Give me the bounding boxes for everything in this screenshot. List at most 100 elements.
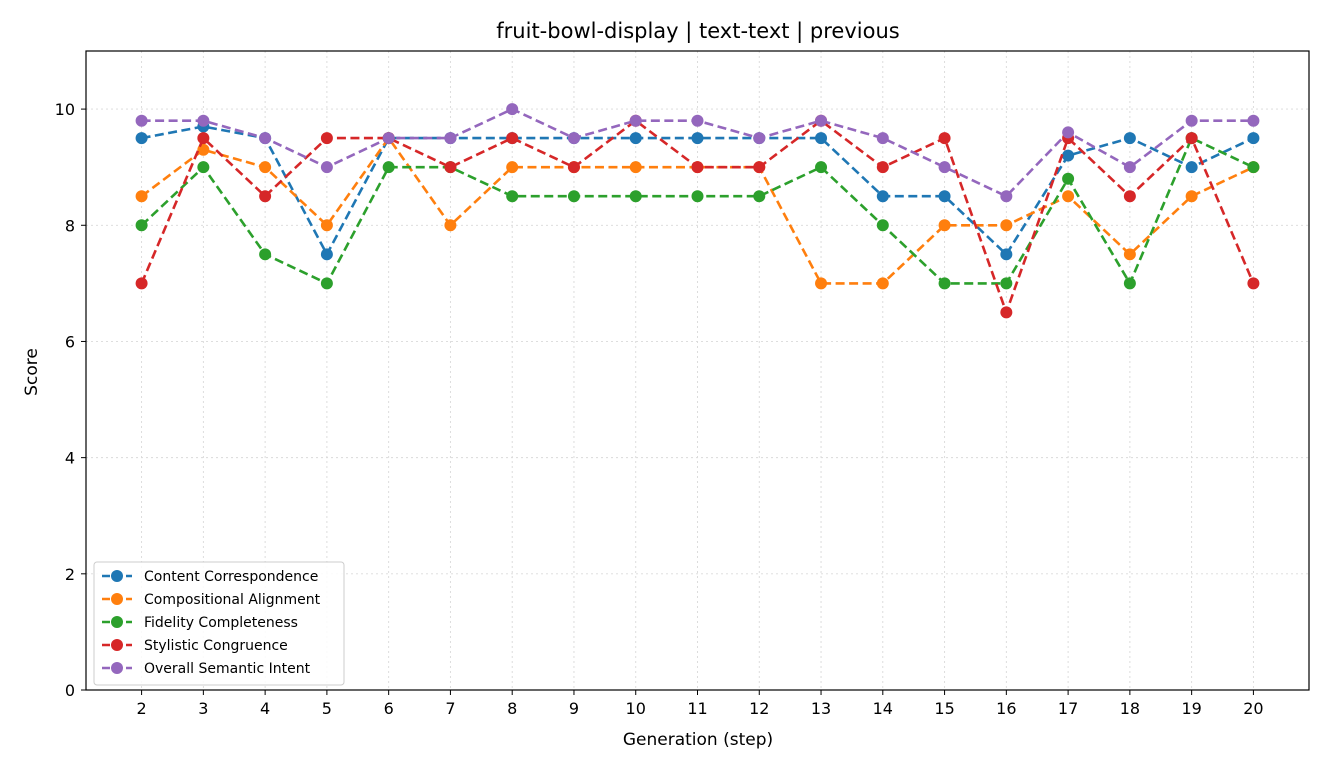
data-point: [815, 161, 828, 174]
x-tick-label: 2: [136, 699, 146, 718]
legend-item: Stylistic Congruence: [102, 638, 288, 654]
data-point: [506, 103, 519, 116]
data-point: [197, 114, 210, 127]
x-tick-label: 20: [1243, 699, 1263, 718]
data-point: [135, 114, 148, 127]
x-tick-label: 11: [687, 699, 707, 718]
data-point: [506, 161, 519, 174]
data-point: [691, 132, 704, 145]
data-point: [506, 190, 519, 203]
data-point: [876, 277, 889, 290]
data-point: [815, 114, 828, 127]
data-point: [135, 190, 148, 203]
legend: Content Correspondence Compositional Alig…: [93, 561, 345, 686]
y-tick-label: 8: [65, 216, 75, 235]
data-point: [1123, 190, 1136, 203]
x-tick-label: 4: [260, 699, 270, 718]
legend-item: Fidelity Completeness: [102, 615, 298, 631]
series-4: [135, 103, 1260, 203]
legend-marker: [111, 570, 123, 582]
data-point: [1123, 277, 1136, 290]
y-axis-label: Score: [22, 348, 42, 396]
data-point: [753, 161, 766, 174]
data-point: [197, 132, 210, 145]
y-tick-label: 4: [65, 449, 75, 468]
legend-label: Compositional Alignment: [144, 592, 321, 608]
data-point: [1247, 132, 1260, 145]
legend-item: Content Correspondence: [102, 569, 318, 585]
data-point: [1062, 126, 1075, 139]
data-point: [135, 277, 148, 290]
legend-marker: [111, 593, 123, 605]
data-point: [1185, 190, 1198, 203]
data-point: [629, 132, 642, 145]
data-point: [444, 219, 457, 232]
legend-marker: [111, 616, 123, 628]
legend-label: Fidelity Completeness: [144, 615, 298, 631]
x-tick-label: 19: [1181, 699, 1201, 718]
data-point: [382, 132, 395, 145]
data-point: [567, 132, 580, 145]
data-point: [629, 114, 642, 127]
data-point: [1247, 161, 1260, 174]
data-point: [1000, 248, 1013, 261]
data-point: [1000, 277, 1013, 290]
data-point: [938, 190, 951, 203]
y-tick-label: 2: [65, 565, 75, 584]
data-point: [1185, 132, 1198, 145]
data-point: [938, 161, 951, 174]
data-point: [259, 248, 272, 261]
data-point: [567, 161, 580, 174]
data-point: [197, 161, 210, 174]
data-point: [382, 161, 395, 174]
x-tick-label: 3: [198, 699, 208, 718]
data-point: [1062, 190, 1075, 203]
x-tick-label: 10: [626, 699, 646, 718]
data-point: [444, 161, 457, 174]
data-point: [259, 161, 272, 174]
data-point: [753, 132, 766, 145]
data-point: [876, 161, 889, 174]
y-tick-label: 10: [55, 100, 75, 119]
legend-marker: [111, 662, 123, 674]
data-point: [876, 132, 889, 145]
x-tick-label: 18: [1120, 699, 1140, 718]
data-point: [1123, 248, 1136, 261]
data-point: [1247, 277, 1260, 290]
data-point: [259, 190, 272, 203]
data-point: [567, 190, 580, 203]
data-point: [259, 132, 272, 145]
y-tick-label: 6: [65, 332, 75, 351]
data-point: [1000, 306, 1013, 319]
data-point: [320, 132, 333, 145]
data-point: [135, 219, 148, 232]
data-point: [691, 190, 704, 203]
data-point: [815, 132, 828, 145]
data-point: [691, 114, 704, 127]
legend-marker: [111, 639, 123, 651]
data-point: [506, 132, 519, 145]
data-point: [1123, 161, 1136, 174]
y-tick-label: 0: [65, 681, 75, 700]
data-point: [1062, 149, 1075, 162]
data-point: [320, 161, 333, 174]
data-point: [1247, 114, 1260, 127]
data-point: [629, 161, 642, 174]
data-point: [320, 248, 333, 261]
x-tick-label: 17: [1058, 699, 1078, 718]
data-point: [320, 219, 333, 232]
data-point: [629, 190, 642, 203]
legend-box: [93, 561, 345, 686]
data-point: [815, 277, 828, 290]
x-tick-label: 6: [384, 699, 394, 718]
data-point: [876, 190, 889, 203]
data-point: [1062, 172, 1075, 185]
data-point: [1123, 132, 1136, 145]
data-point: [1000, 190, 1013, 203]
data-point: [135, 132, 148, 145]
chart-title: fruit-bowl-display | text-text | previou…: [496, 19, 899, 44]
data-point: [1185, 161, 1198, 174]
data-point: [320, 277, 333, 290]
